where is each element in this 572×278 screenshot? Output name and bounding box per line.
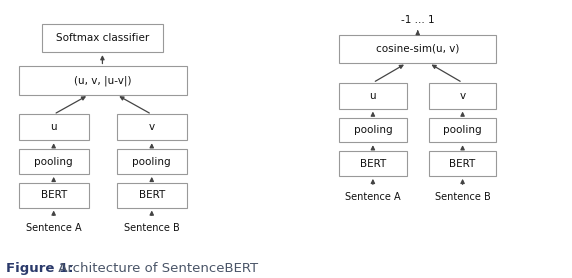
Text: BERT: BERT: [138, 190, 165, 200]
Text: BERT: BERT: [360, 159, 386, 168]
Text: pooling: pooling: [353, 125, 392, 135]
FancyBboxPatch shape: [429, 83, 496, 109]
Text: Sentence B: Sentence B: [124, 223, 180, 233]
FancyBboxPatch shape: [19, 183, 89, 208]
Text: Sentence A: Sentence A: [345, 192, 401, 202]
Text: v: v: [149, 122, 155, 132]
Text: Sentence B: Sentence B: [435, 192, 490, 202]
FancyBboxPatch shape: [429, 151, 496, 176]
FancyBboxPatch shape: [339, 35, 496, 63]
Text: (u, v, |u-v|): (u, v, |u-v|): [74, 75, 132, 86]
Text: Figure 1:: Figure 1:: [6, 262, 73, 275]
FancyBboxPatch shape: [117, 183, 187, 208]
FancyBboxPatch shape: [19, 149, 89, 174]
FancyBboxPatch shape: [339, 83, 407, 109]
Text: Softmax classifier: Softmax classifier: [56, 33, 149, 43]
Text: Sentence A: Sentence A: [26, 223, 81, 233]
FancyBboxPatch shape: [339, 118, 407, 142]
FancyBboxPatch shape: [42, 24, 162, 52]
Text: cosine-sim(u, v): cosine-sim(u, v): [376, 44, 459, 54]
Text: Architecture of SentenceBERT: Architecture of SentenceBERT: [54, 262, 259, 275]
Text: BERT: BERT: [41, 190, 67, 200]
Text: v: v: [459, 91, 466, 101]
Text: pooling: pooling: [443, 125, 482, 135]
Text: pooling: pooling: [34, 157, 73, 167]
FancyBboxPatch shape: [429, 118, 496, 142]
Text: pooling: pooling: [133, 157, 171, 167]
FancyBboxPatch shape: [19, 66, 187, 95]
Text: BERT: BERT: [450, 159, 476, 168]
FancyBboxPatch shape: [117, 114, 187, 140]
FancyBboxPatch shape: [339, 151, 407, 176]
Text: u: u: [370, 91, 376, 101]
FancyBboxPatch shape: [117, 149, 187, 174]
Text: -1 ... 1: -1 ... 1: [401, 15, 435, 25]
FancyBboxPatch shape: [19, 114, 89, 140]
Text: u: u: [50, 122, 57, 132]
